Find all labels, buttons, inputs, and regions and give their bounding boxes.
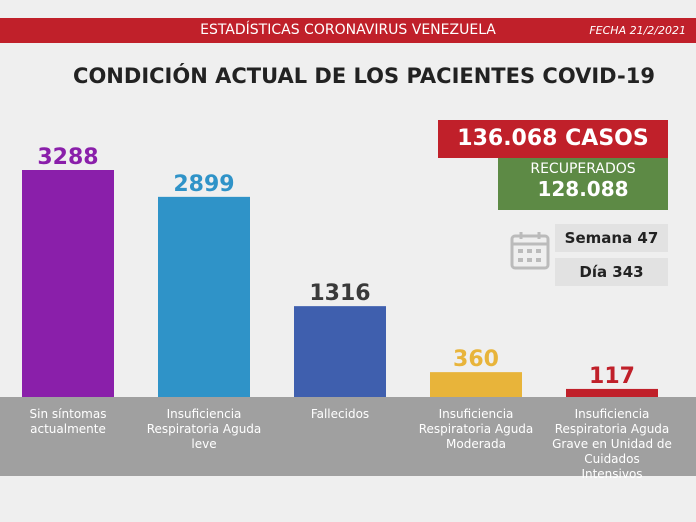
category-label: Insuficiencia Respiratoria Aguda Moderad… — [418, 407, 534, 451]
category-band — [0, 397, 696, 476]
value-label: 1316 — [309, 281, 370, 306]
value-label: 117 — [589, 364, 635, 389]
total-cases: 136.068 CASOS — [438, 120, 668, 158]
bar — [294, 306, 386, 397]
bar — [22, 170, 114, 397]
category-label: Sin síntomas actualmente — [29, 407, 107, 436]
header-bar — [0, 18, 696, 43]
category-label: Insuficiencia Respiratoria Aguda Grave e… — [552, 407, 672, 481]
value-label: 2899 — [173, 172, 234, 197]
category-label: Insuficiencia Respiratoria Aguda leve — [146, 407, 262, 451]
recovered-value: 128.088 — [537, 177, 629, 201]
recovered-box: RECUPERADOS 128.088 — [498, 158, 668, 210]
recovered-label: RECUPERADOS — [530, 161, 636, 177]
day: Día 343 — [555, 258, 668, 286]
value-label: 360 — [453, 347, 499, 372]
bar — [430, 372, 522, 397]
category-label: Fallecidos — [310, 407, 370, 421]
date: FECHA 21/2/2021 — [589, 24, 686, 37]
value-label: 3288 — [37, 145, 98, 170]
bar — [158, 196, 250, 397]
header: ESTADÍSTICAS CORONAVIRUS VENEZUELA — [200, 22, 496, 38]
week: Semana 47 — [555, 224, 668, 252]
chart-title: CONDICIÓN ACTUAL DE LOS PACIENTES COVID-… — [73, 64, 655, 88]
calendar-icon — [510, 232, 550, 270]
bar — [566, 388, 658, 397]
